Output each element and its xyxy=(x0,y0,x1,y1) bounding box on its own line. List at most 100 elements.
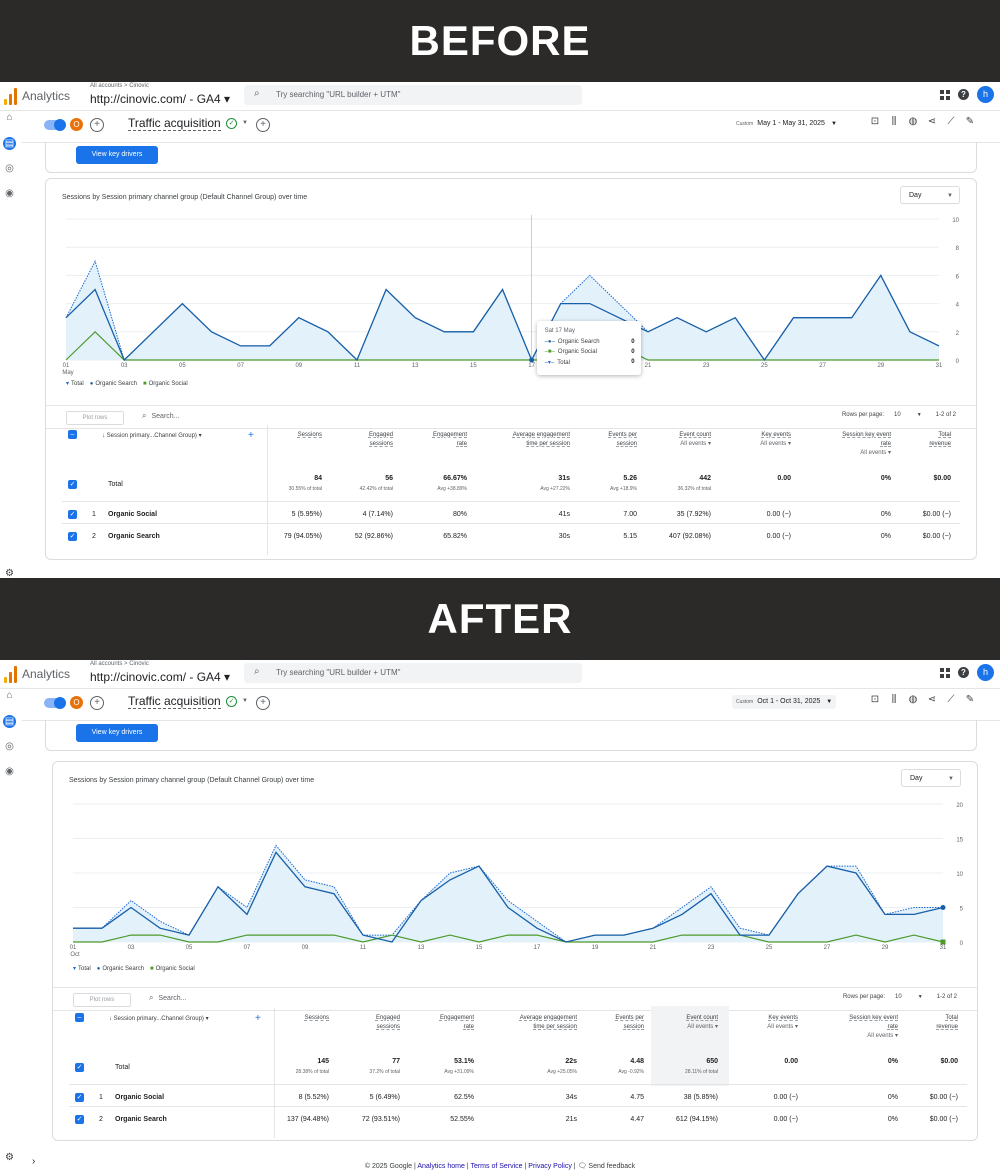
privacy-link[interactable]: Privacy Policy xyxy=(528,1163,572,1170)
plot-rows-button[interactable]: Plot rows xyxy=(73,993,131,1007)
legend-item[interactable]: ▾ Total xyxy=(73,965,91,973)
help-icon[interactable]: ? xyxy=(958,89,969,100)
add-report-button[interactable]: + xyxy=(256,696,270,710)
insights-icon[interactable]: ◍ xyxy=(908,116,918,127)
share-icon[interactable]: ⋖ xyxy=(927,694,937,705)
send-feedback-link[interactable]: Send feedback xyxy=(588,1163,636,1170)
row-checkbox[interactable]: ✓ xyxy=(68,510,77,519)
date-range-picker[interactable]: Custom May 1 - May 31, 2025 ▼ xyxy=(732,117,841,131)
add-comparison-button[interactable]: + xyxy=(90,696,104,710)
all-events-select[interactable]: All events ▾ xyxy=(760,441,791,447)
all-events-select[interactable]: All events ▾ xyxy=(687,1024,718,1030)
home-icon[interactable]: ⌂ xyxy=(6,112,13,123)
avatar[interactable]: h xyxy=(977,664,994,681)
property-selector[interactable]: http://cinovic.com/ - GA4 ▾ xyxy=(90,92,231,106)
column-header-sessions[interactable]: Sessions xyxy=(305,1014,329,1023)
view-key-drivers-button[interactable]: View key drivers xyxy=(76,146,158,164)
view-key-drivers-button[interactable]: View key drivers xyxy=(76,724,158,742)
column-header-key[interactable]: Key events All events ▾ xyxy=(767,1014,798,1032)
apps-grid-icon[interactable] xyxy=(940,667,950,678)
column-header-engaged[interactable]: Engaged sessions xyxy=(369,431,393,449)
home-icon[interactable]: ⌂ xyxy=(6,690,13,701)
table-search[interactable]: ⌕ Search... xyxy=(149,993,187,1003)
edit-icon[interactable]: ✎ xyxy=(965,116,975,127)
trend-icon[interactable]: ⟋ xyxy=(947,694,955,705)
settings-gear-icon[interactable]: ⚙ xyxy=(5,1152,14,1163)
advertising-icon[interactable]: ◉ xyxy=(5,188,14,199)
row-dimension-label[interactable]: Total xyxy=(108,481,123,488)
explore-icon[interactable]: ◎ xyxy=(5,163,14,174)
advertising-icon[interactable]: ◉ xyxy=(5,766,14,777)
add-dimension-button[interactable]: + xyxy=(248,430,254,441)
column-header-eps[interactable]: Events per session xyxy=(615,1014,644,1032)
row-dimension-label[interactable]: Organic Search xyxy=(115,1116,167,1123)
all-events-select[interactable]: All events ▾ xyxy=(767,1024,798,1030)
row-checkbox[interactable]: ✓ xyxy=(68,532,77,541)
settings-gear-icon[interactable]: ⚙ xyxy=(5,568,14,578)
column-header-avg_time[interactable]: Average engagement time per session xyxy=(513,431,570,449)
column-header-avg_time[interactable]: Average engagement time per session xyxy=(520,1014,577,1032)
column-header-revenue[interactable]: Total revenue xyxy=(929,431,951,449)
reports-icon[interactable]: ▤ xyxy=(3,137,16,150)
column-header-events[interactable]: Event count All events ▾ xyxy=(679,431,711,449)
column-header-revenue[interactable]: Total revenue xyxy=(936,1014,958,1032)
property-selector[interactable]: http://cinovic.com/ - GA4 ▾ xyxy=(90,670,231,684)
all-events-select[interactable]: All events ▾ xyxy=(867,1033,898,1039)
plot-rows-button[interactable]: Plot rows xyxy=(66,411,124,425)
help-icon[interactable]: ? xyxy=(958,667,969,678)
breadcrumb[interactable]: All accounts > Cinovic xyxy=(90,661,149,667)
table-search[interactable]: ⌕ Search... xyxy=(142,411,180,421)
granularity-select[interactable]: Day ▼ xyxy=(900,186,960,204)
rows-per-page-select[interactable]: 10 xyxy=(894,412,901,418)
avatar[interactable]: h xyxy=(977,86,994,103)
legend-item[interactable]: ▾ Total xyxy=(66,380,84,388)
rows-per-page-select[interactable]: 10 xyxy=(895,994,902,1000)
compare-icon[interactable]: ⊡ xyxy=(870,694,880,705)
comparison-badge[interactable]: O xyxy=(70,118,83,131)
search-bar[interactable]: ⌕ Try searching "URL builder + UTM" xyxy=(244,85,582,105)
apps-grid-icon[interactable] xyxy=(940,89,950,100)
row-checkbox[interactable]: ✓ xyxy=(68,480,77,489)
row-checkbox[interactable]: ✓ xyxy=(75,1093,84,1102)
insights-icon[interactable]: ◍ xyxy=(908,694,918,705)
column-header-engaged[interactable]: Engaged sessions xyxy=(376,1014,400,1032)
add-comparison-button[interactable]: + xyxy=(90,118,104,132)
breadcrumb[interactable]: All accounts > Cinovic xyxy=(90,83,149,89)
granularity-select[interactable]: Day ▼ xyxy=(901,769,961,787)
legend-item[interactable]: ■ Organic Social xyxy=(150,965,195,972)
customize-columns-icon[interactable]: ⫼ xyxy=(891,694,897,705)
terms-link[interactable]: Terms of Service xyxy=(470,1163,523,1170)
select-all-checkbox[interactable]: – xyxy=(75,1013,84,1022)
column-header-events[interactable]: Event count All events ▾ xyxy=(686,1014,718,1032)
reports-icon[interactable]: ▤ xyxy=(3,715,16,728)
column-header-sessions[interactable]: Sessions xyxy=(298,431,322,440)
add-dimension-button[interactable]: + xyxy=(255,1013,261,1024)
comparison-toggle[interactable] xyxy=(44,697,66,709)
chevron-down-icon[interactable]: ▼ xyxy=(917,994,923,1000)
column-header-ske[interactable]: Session key event rate All events ▾ xyxy=(842,431,891,458)
column-header-rate[interactable]: Engagement rate xyxy=(433,431,467,449)
analytics-home-link[interactable]: Analytics home xyxy=(417,1163,465,1170)
dimension-header[interactable]: ↓ Session primary...Channel Group) ▾ xyxy=(102,433,202,439)
column-header-ske[interactable]: Session key event rate All events ▾ xyxy=(849,1014,898,1041)
customize-columns-icon[interactable]: ⫼ xyxy=(891,116,897,127)
all-events-select[interactable]: All events ▾ xyxy=(860,450,891,456)
legend-item[interactable]: ■ Organic Social xyxy=(143,380,188,387)
date-range-picker[interactable]: Custom Oct 1 - Oct 31, 2025 ▼ xyxy=(732,695,837,709)
column-header-eps[interactable]: Events per session xyxy=(608,431,637,449)
dimension-header[interactable]: ↓ Session primary...Channel Group) ▾ xyxy=(109,1016,209,1022)
title-dropdown-icon[interactable]: ▼ xyxy=(242,120,248,126)
comparison-badge[interactable]: O xyxy=(70,696,83,709)
edit-icon[interactable]: ✎ xyxy=(965,694,975,705)
compare-icon[interactable]: ⊡ xyxy=(870,116,880,127)
select-all-checkbox[interactable]: – xyxy=(68,430,77,439)
column-header-key[interactable]: Key events All events ▾ xyxy=(760,431,791,449)
all-events-select[interactable]: All events ▾ xyxy=(680,441,711,447)
comparison-toggle[interactable] xyxy=(44,119,66,131)
explore-icon[interactable]: ◎ xyxy=(5,741,14,752)
legend-item[interactable]: ● Organic Search xyxy=(97,965,144,972)
chevron-down-icon[interactable]: ▼ xyxy=(916,412,922,418)
row-checkbox[interactable]: ✓ xyxy=(75,1063,84,1072)
trend-icon[interactable]: ⟋ xyxy=(947,116,955,127)
column-header-rate[interactable]: Engagement rate xyxy=(440,1014,474,1032)
